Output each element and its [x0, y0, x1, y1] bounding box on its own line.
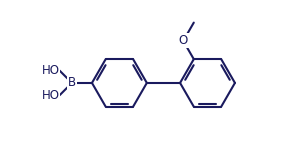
Text: HO: HO — [42, 89, 60, 102]
Text: HO: HO — [42, 64, 60, 77]
Text: O: O — [179, 34, 188, 47]
Text: B: B — [68, 76, 76, 89]
